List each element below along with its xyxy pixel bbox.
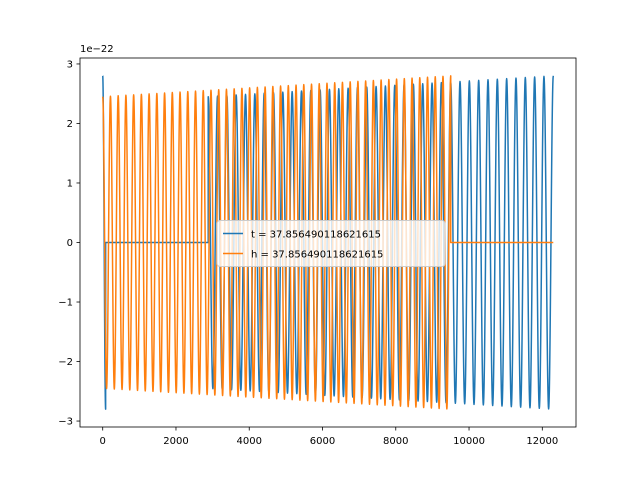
x-tick-label: 12000 [526, 436, 558, 447]
x-tick-label: 4000 [237, 436, 262, 447]
y-tick-label: 0 [67, 238, 73, 249]
x-tick-label: 8000 [383, 436, 408, 447]
y-tick-label: −2 [58, 357, 73, 368]
legend-label: h = 37.856490118621615 [251, 250, 383, 261]
legend-label: t = 37.856490118621615 [251, 230, 381, 241]
y-axis: −3 −2 −1 0 1 2 3 [58, 59, 80, 428]
series-line-1 [101, 75, 554, 410]
y-tick-label: 3 [67, 59, 73, 70]
x-tick-label: 10000 [453, 436, 485, 447]
x-axis: 0 2000 4000 6000 8000 10000 12000 [100, 427, 558, 447]
y-tick-label: 1 [67, 178, 73, 189]
x-tick-label: 0 [100, 436, 106, 447]
legend: t = 37.856490118621615 h = 37.85649011862… [216, 220, 446, 267]
y-tick-label: 2 [67, 119, 73, 130]
legend-box [216, 220, 446, 267]
x-tick-label: 6000 [310, 436, 335, 447]
y-tick-label: −1 [58, 298, 73, 309]
y-tick-label: −3 [58, 417, 73, 428]
x-tick-label: 2000 [163, 436, 188, 447]
y-offset-text: 1e−22 [80, 44, 114, 55]
